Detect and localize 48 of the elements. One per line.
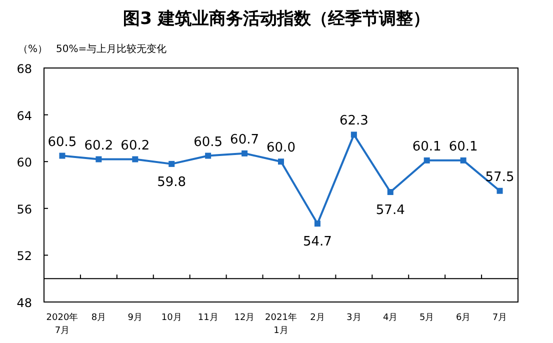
x-tick-label: 10月 (161, 313, 182, 323)
point (278, 158, 284, 165)
text: 57.4 (376, 203, 405, 218)
text: 60.1 (412, 139, 442, 154)
x-tick-label: 7月 (492, 313, 508, 323)
x-tick-label: 11月 (198, 313, 218, 323)
text: 57.5 (485, 170, 514, 185)
text: 60.2 (84, 138, 114, 154)
x-tick-label: 6月 (456, 313, 471, 323)
text: 60.1 (448, 139, 478, 154)
text: 54.7 (302, 234, 332, 250)
point (387, 189, 394, 196)
text: 59.8 (157, 174, 186, 190)
point (496, 188, 503, 194)
y-tick-label: 52 (16, 249, 32, 264)
y-tick-label: 64 (16, 108, 32, 123)
text: 60.5 (194, 134, 223, 150)
y-axis-title: （%） (18, 44, 48, 55)
x-tick-label: 9月 (128, 313, 143, 323)
point (59, 152, 66, 159)
x-tick-label: 12月 (234, 313, 255, 323)
x-tick-label: 5月 (419, 313, 434, 323)
x-tick-label: 8月 (91, 313, 106, 323)
point (132, 156, 138, 162)
point (96, 156, 102, 162)
chart-title: 图3 建筑业商务活动指数（经季节调整） (123, 9, 430, 29)
text: 60.2 (120, 138, 150, 154)
text: 60.0 (266, 140, 296, 156)
y-tick-label: 56 (16, 202, 32, 216)
point (242, 150, 248, 156)
point (460, 157, 466, 164)
x-tick-label: 2月 (310, 313, 325, 323)
point (205, 152, 212, 159)
y-tick-label: 48 (16, 296, 32, 310)
y-tick-label: 60 (16, 156, 32, 170)
text: 50%=与上月比较无变化 (56, 43, 167, 55)
y-tick-label: 68 (16, 62, 32, 76)
x-tick-label: 4月 (383, 313, 398, 323)
point (314, 220, 320, 227)
point (424, 157, 430, 164)
x-tick-label: 2021年 1月 (265, 312, 297, 336)
point (350, 132, 357, 138)
x-tick-label: 3月 (346, 313, 362, 323)
point (168, 160, 175, 167)
x-tick-label: 2020年 7月 (46, 312, 78, 336)
text: 62.3 (339, 114, 368, 129)
text: 60.7 (230, 132, 260, 148)
text: 60.5 (48, 134, 77, 150)
